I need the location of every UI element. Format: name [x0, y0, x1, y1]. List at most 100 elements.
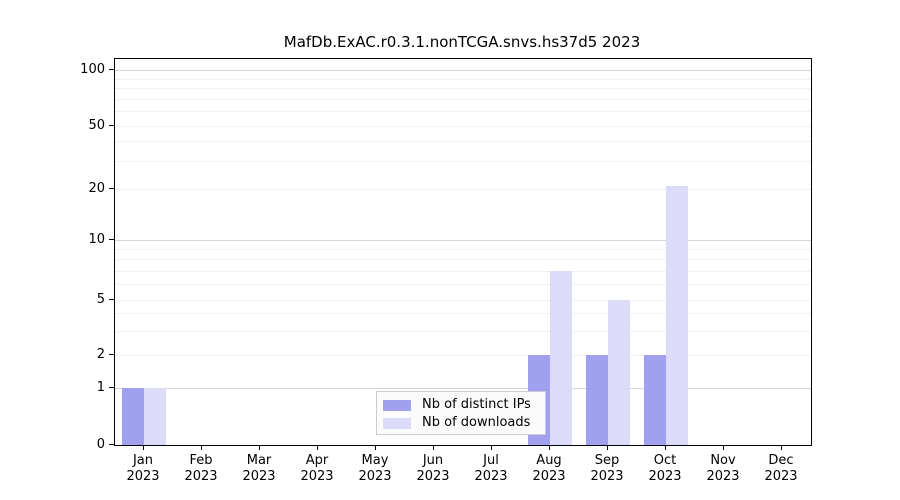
gridline-minor: [115, 300, 811, 301]
x-tick-year: 2023: [126, 469, 160, 484]
x-tick-year: 2023: [358, 469, 392, 484]
bar-sep-downloads: [608, 300, 631, 445]
legend-label-downloads: Nb of downloads: [422, 415, 531, 430]
x-tick-label-jul: Jul 2023: [461, 453, 521, 485]
x-tick-label-dec: Dec 2023: [751, 453, 811, 485]
gridline-minor: [115, 284, 811, 285]
x-tick-year: 2023: [648, 469, 682, 484]
x-tick-month: Jul: [483, 453, 499, 468]
x-tick-label-apr: Apr 2023: [287, 453, 347, 485]
x-tick-mark: [259, 445, 261, 450]
bar-jan-distinct-ips: [121, 388, 144, 445]
y-tick-label: 50: [88, 118, 105, 133]
y-tick-label: 2: [96, 347, 105, 362]
x-tick-month: Feb: [189, 453, 213, 468]
y-tick-mark: [109, 444, 114, 446]
gridline-major: [115, 388, 811, 389]
x-tick-year: 2023: [474, 469, 508, 484]
x-tick-month: May: [361, 453, 389, 468]
y-tick-mark: [109, 239, 114, 241]
bar-oct-downloads: [666, 185, 689, 445]
legend-swatch-downloads: [383, 417, 411, 429]
bar-jan-downloads: [144, 388, 167, 445]
y-tick-mark: [109, 354, 114, 356]
gridline-minor: [115, 259, 811, 260]
y-tick-mark: [109, 299, 114, 301]
y-tick-label: 5: [96, 292, 105, 307]
y-tick-mark: [109, 188, 114, 190]
y-tick-mark: [109, 69, 114, 71]
y-tick-label: 20: [88, 181, 105, 196]
x-tick-mark: [317, 445, 319, 450]
x-tick-year: 2023: [184, 469, 218, 484]
x-tick-month: Oct: [653, 453, 677, 468]
y-tick-label: 0: [96, 437, 105, 452]
x-tick-label-aug: Aug 2023: [519, 453, 579, 485]
x-tick-mark: [607, 445, 609, 450]
chart-title: MafDb.ExAC.r0.3.1.nonTCGA.snvs.hs37d5 20…: [283, 33, 641, 51]
gridline-minor: [115, 189, 811, 190]
x-tick-month: Nov: [710, 453, 736, 468]
gridline-minor: [115, 331, 811, 332]
x-tick-mark: [723, 445, 725, 450]
x-tick-year: 2023: [242, 469, 276, 484]
gridline-minor: [115, 355, 811, 356]
gridline-major: [115, 70, 811, 71]
x-tick-label-jun: Jun 2023: [403, 453, 463, 485]
x-tick-label-oct: Oct 2023: [635, 453, 695, 485]
x-tick-year: 2023: [416, 469, 450, 484]
gridline-minor: [115, 111, 811, 112]
bar-oct-distinct-ips: [643, 355, 666, 445]
y-tick-label: 100: [80, 62, 105, 77]
x-tick-label-nov: Nov 2023: [693, 453, 753, 485]
gridlines: [115, 59, 811, 445]
x-tick-year: 2023: [764, 469, 798, 484]
gridline-minor: [115, 313, 811, 314]
x-tick-month: Jan: [132, 453, 154, 468]
x-tick-month: Jun: [422, 453, 444, 468]
gridline-minor: [115, 99, 811, 100]
y-tick-mark: [109, 125, 114, 127]
y-tick-label: 1: [96, 380, 105, 395]
gridline-minor: [115, 161, 811, 162]
x-tick-mark: [433, 445, 435, 450]
x-tick-mark: [201, 445, 203, 450]
x-tick-mark: [549, 445, 551, 450]
x-tick-year: 2023: [532, 469, 566, 484]
x-tick-label-feb: Feb 2023: [171, 453, 231, 485]
gridline-minor: [115, 141, 811, 142]
x-tick-month: Mar: [246, 453, 272, 468]
x-tick-year: 2023: [706, 469, 740, 484]
x-tick-year: 2023: [590, 469, 624, 484]
y-tick-label: 10: [88, 232, 105, 247]
x-tick-year: 2023: [300, 469, 334, 484]
gridline-minor: [115, 88, 811, 89]
bar-sep-distinct-ips: [585, 355, 608, 445]
y-tick-mark: [109, 387, 114, 389]
x-tick-month: Aug: [536, 453, 562, 468]
bar-aug-downloads: [550, 270, 573, 445]
x-tick-month: Dec: [768, 453, 794, 468]
gridline-minor: [115, 271, 811, 272]
x-tick-mark: [491, 445, 493, 450]
x-tick-mark: [143, 445, 145, 450]
bars-layer: [115, 59, 811, 445]
x-tick-mark: [781, 445, 783, 450]
legend-item-downloads: Nb of downloads: [383, 415, 539, 431]
x-tick-label-jan: Jan 2023: [113, 453, 173, 485]
chart-legend: Nb of distinct IPs Nb of downloads: [376, 391, 546, 435]
gridline-minor: [115, 249, 811, 250]
legend-item-distinct-ips: Nb of distinct IPs: [383, 397, 539, 413]
x-tick-label-mar: Mar 2023: [229, 453, 289, 485]
x-tick-label-may: May 2023: [345, 453, 405, 485]
gridline-minor: [115, 79, 811, 80]
x-tick-month: Sep: [594, 453, 620, 468]
gridline-major: [115, 240, 811, 241]
x-tick-mark: [665, 445, 667, 450]
legend-swatch-distinct-ips: [383, 399, 411, 411]
x-tick-mark: [375, 445, 377, 450]
gridline-minor: [115, 126, 811, 127]
plot-area: [114, 58, 812, 446]
x-tick-month: Apr: [305, 453, 329, 468]
